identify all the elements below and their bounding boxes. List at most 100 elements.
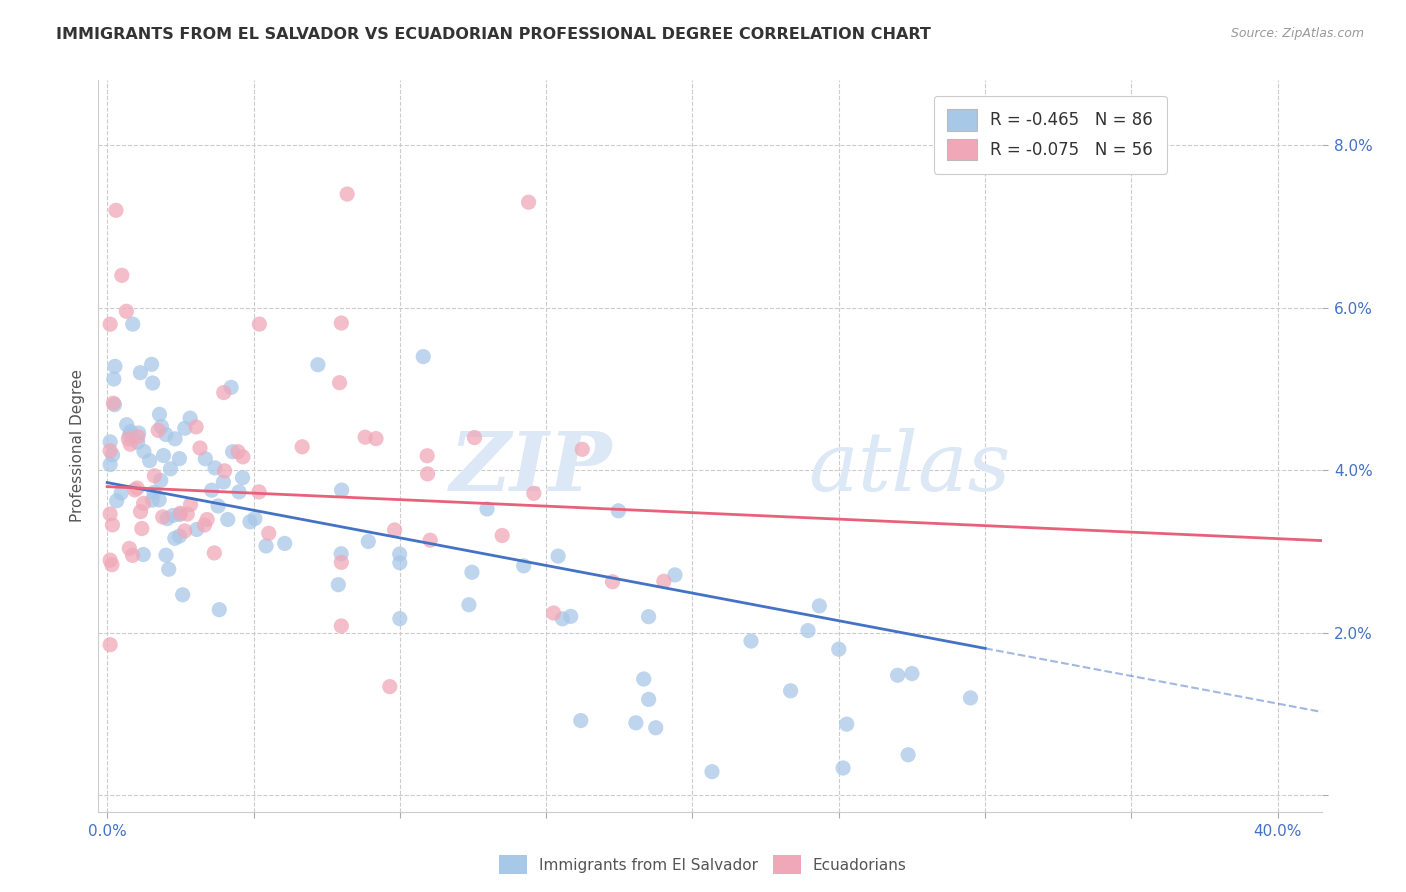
Point <box>193 518 215 533</box>
Point <box>336 187 359 202</box>
Point <box>173 524 195 538</box>
Point <box>152 449 174 463</box>
Point <box>512 558 534 573</box>
Point <box>127 481 149 495</box>
Point <box>416 449 439 463</box>
Point <box>179 411 201 425</box>
Point <box>148 492 170 507</box>
Point <box>247 484 270 499</box>
Point <box>257 526 280 541</box>
Point <box>169 529 191 543</box>
Point <box>159 462 181 476</box>
Point <box>388 556 411 570</box>
Point <box>172 588 194 602</box>
Point <box>115 304 138 318</box>
Point <box>111 268 134 283</box>
Point <box>832 761 855 775</box>
Text: ZIP: ZIP <box>450 428 612 508</box>
Point <box>543 606 565 620</box>
Point <box>797 624 820 638</box>
Point <box>607 504 630 518</box>
Point <box>103 372 125 386</box>
Point <box>152 509 174 524</box>
Point <box>571 442 593 457</box>
Point <box>828 642 851 657</box>
Point <box>141 357 163 371</box>
Point <box>104 359 127 374</box>
Point <box>121 549 143 563</box>
Point <box>959 690 981 705</box>
Point <box>132 496 155 510</box>
Point <box>188 441 211 455</box>
Point <box>232 470 254 484</box>
Point <box>101 558 124 572</box>
Y-axis label: Professional Degree: Professional Degree <box>69 369 84 523</box>
Point <box>129 505 152 519</box>
Point <box>226 444 249 458</box>
Point <box>779 683 801 698</box>
Point <box>416 467 439 481</box>
Point <box>523 486 546 500</box>
Point <box>156 511 179 525</box>
Point <box>201 483 224 498</box>
Point <box>412 350 434 364</box>
Point <box>186 523 208 537</box>
Point <box>221 444 243 458</box>
Point <box>886 668 908 682</box>
Point <box>143 485 166 500</box>
Point <box>176 507 198 521</box>
Point <box>569 714 592 728</box>
Legend: R = -0.465   N = 86, R = -0.075   N = 56: R = -0.465 N = 86, R = -0.075 N = 56 <box>934 96 1167 174</box>
Point <box>357 534 380 549</box>
Point <box>897 747 920 762</box>
Point <box>142 376 165 390</box>
Point <box>157 562 180 576</box>
Point <box>98 458 121 472</box>
Point <box>98 507 121 521</box>
Point <box>104 203 127 218</box>
Point <box>128 425 150 440</box>
Point <box>644 721 666 735</box>
Point <box>208 603 231 617</box>
Point <box>105 493 128 508</box>
Point <box>212 475 235 489</box>
Point <box>219 380 242 394</box>
Point <box>98 553 121 567</box>
Point <box>149 474 172 488</box>
Legend: Immigrants from El Salvador, Ecuadorians: Immigrants from El Salvador, Ecuadorians <box>494 849 912 880</box>
Point <box>633 672 655 686</box>
Point <box>652 574 675 589</box>
Point <box>103 398 125 412</box>
Point <box>388 547 411 561</box>
Point <box>291 440 314 454</box>
Point <box>517 195 540 210</box>
Point <box>232 450 254 464</box>
Text: IMMIGRANTS FROM EL SALVADOR VS ECUADORIAN PROFESSIONAL DEGREE CORRELATION CHART: IMMIGRANTS FROM EL SALVADOR VS ECUADORIA… <box>56 27 931 42</box>
Point <box>740 634 762 648</box>
Point <box>173 421 195 435</box>
Point <box>169 506 191 520</box>
Point <box>180 498 202 512</box>
Point <box>602 574 624 589</box>
Point <box>98 638 121 652</box>
Point <box>560 609 582 624</box>
Point <box>461 566 484 580</box>
Point <box>364 432 387 446</box>
Point <box>551 612 574 626</box>
Point <box>243 511 266 525</box>
Point <box>475 502 498 516</box>
Point <box>121 317 143 331</box>
Point <box>808 599 831 613</box>
Point <box>101 517 124 532</box>
Point <box>330 619 353 633</box>
Point <box>115 417 138 432</box>
Point <box>637 692 659 706</box>
Point <box>162 508 184 523</box>
Point <box>148 408 170 422</box>
Point <box>217 512 239 526</box>
Point <box>204 461 226 475</box>
Point <box>330 483 353 497</box>
Point <box>637 609 659 624</box>
Point <box>103 396 125 410</box>
Point <box>98 434 121 449</box>
